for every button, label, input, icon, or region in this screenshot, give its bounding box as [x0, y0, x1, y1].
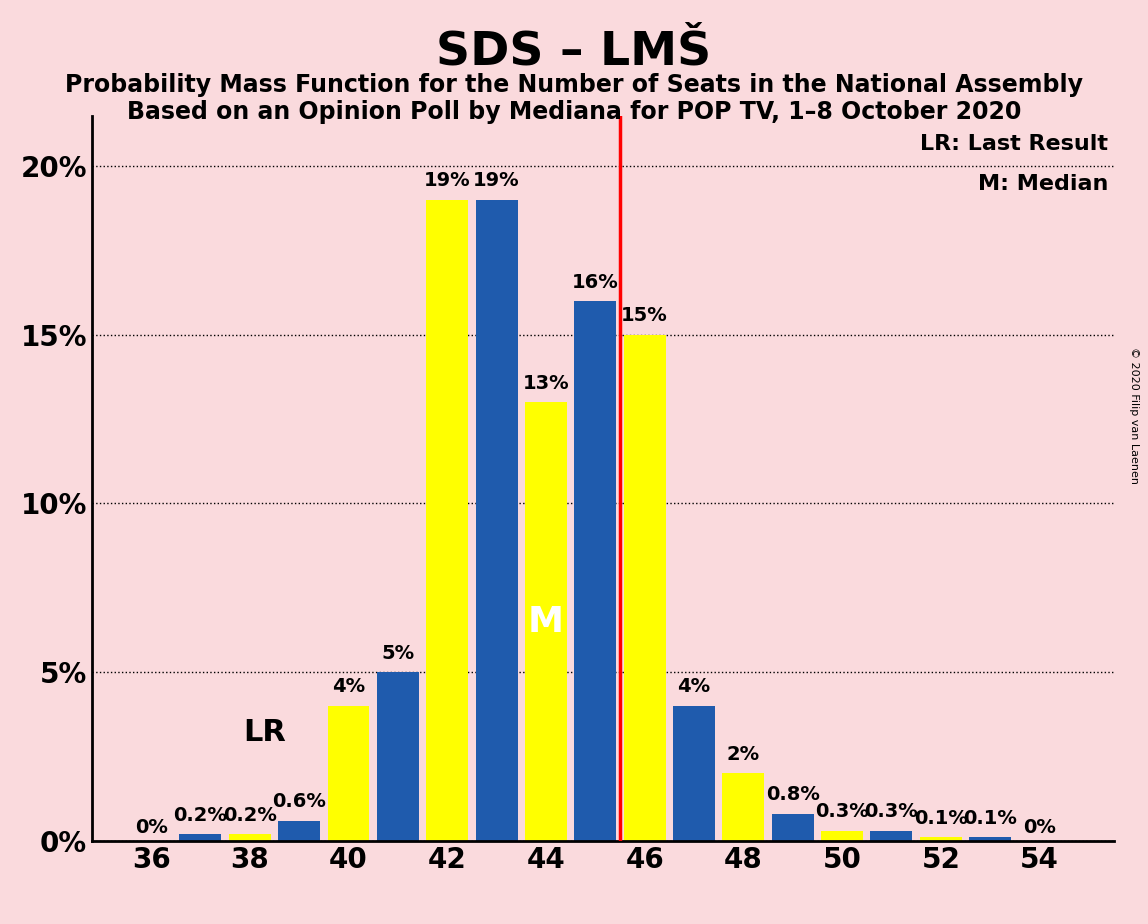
- Text: 0.6%: 0.6%: [272, 792, 326, 811]
- Bar: [969, 837, 1011, 841]
- Bar: [525, 402, 567, 841]
- Text: Probability Mass Function for the Number of Seats in the National Assembly: Probability Mass Function for the Number…: [65, 73, 1083, 97]
- Text: 0.8%: 0.8%: [766, 785, 820, 805]
- Text: 19%: 19%: [473, 171, 520, 190]
- Bar: [327, 706, 370, 841]
- Bar: [426, 200, 468, 841]
- Text: 0%: 0%: [134, 818, 168, 837]
- Text: © 2020 Filip van Laenen: © 2020 Filip van Laenen: [1130, 347, 1139, 484]
- Text: 0.2%: 0.2%: [173, 806, 227, 824]
- Bar: [722, 773, 765, 841]
- Bar: [228, 834, 271, 841]
- Text: 0.2%: 0.2%: [223, 806, 277, 824]
- Text: 5%: 5%: [381, 644, 414, 663]
- Text: 19%: 19%: [424, 171, 471, 190]
- Text: 2%: 2%: [727, 745, 760, 764]
- Bar: [574, 301, 616, 841]
- Bar: [475, 200, 518, 841]
- Bar: [673, 706, 715, 841]
- Text: 0%: 0%: [1023, 818, 1056, 837]
- Bar: [771, 814, 814, 841]
- Text: 4%: 4%: [677, 677, 711, 697]
- Text: 16%: 16%: [572, 273, 619, 292]
- Text: 15%: 15%: [621, 307, 668, 325]
- Text: 0.3%: 0.3%: [864, 802, 918, 821]
- Bar: [821, 831, 863, 841]
- Text: 0.1%: 0.1%: [963, 809, 1017, 828]
- Text: LR: LR: [243, 718, 286, 748]
- Text: SDS – LMŠ: SDS – LMŠ: [436, 30, 712, 75]
- Bar: [179, 834, 222, 841]
- Text: LR: Last Result: LR: Last Result: [921, 134, 1109, 153]
- Text: 0.3%: 0.3%: [815, 802, 869, 821]
- Text: 0.1%: 0.1%: [914, 809, 968, 828]
- Bar: [870, 831, 913, 841]
- Bar: [623, 334, 666, 841]
- Bar: [278, 821, 320, 841]
- Bar: [920, 837, 962, 841]
- Text: M: M: [528, 604, 564, 638]
- Bar: [377, 672, 419, 841]
- Text: 13%: 13%: [522, 374, 569, 393]
- Text: 4%: 4%: [332, 677, 365, 697]
- Text: Based on an Opinion Poll by Mediana for POP TV, 1–8 October 2020: Based on an Opinion Poll by Mediana for …: [126, 100, 1022, 124]
- Text: M: Median: M: Median: [978, 174, 1109, 193]
